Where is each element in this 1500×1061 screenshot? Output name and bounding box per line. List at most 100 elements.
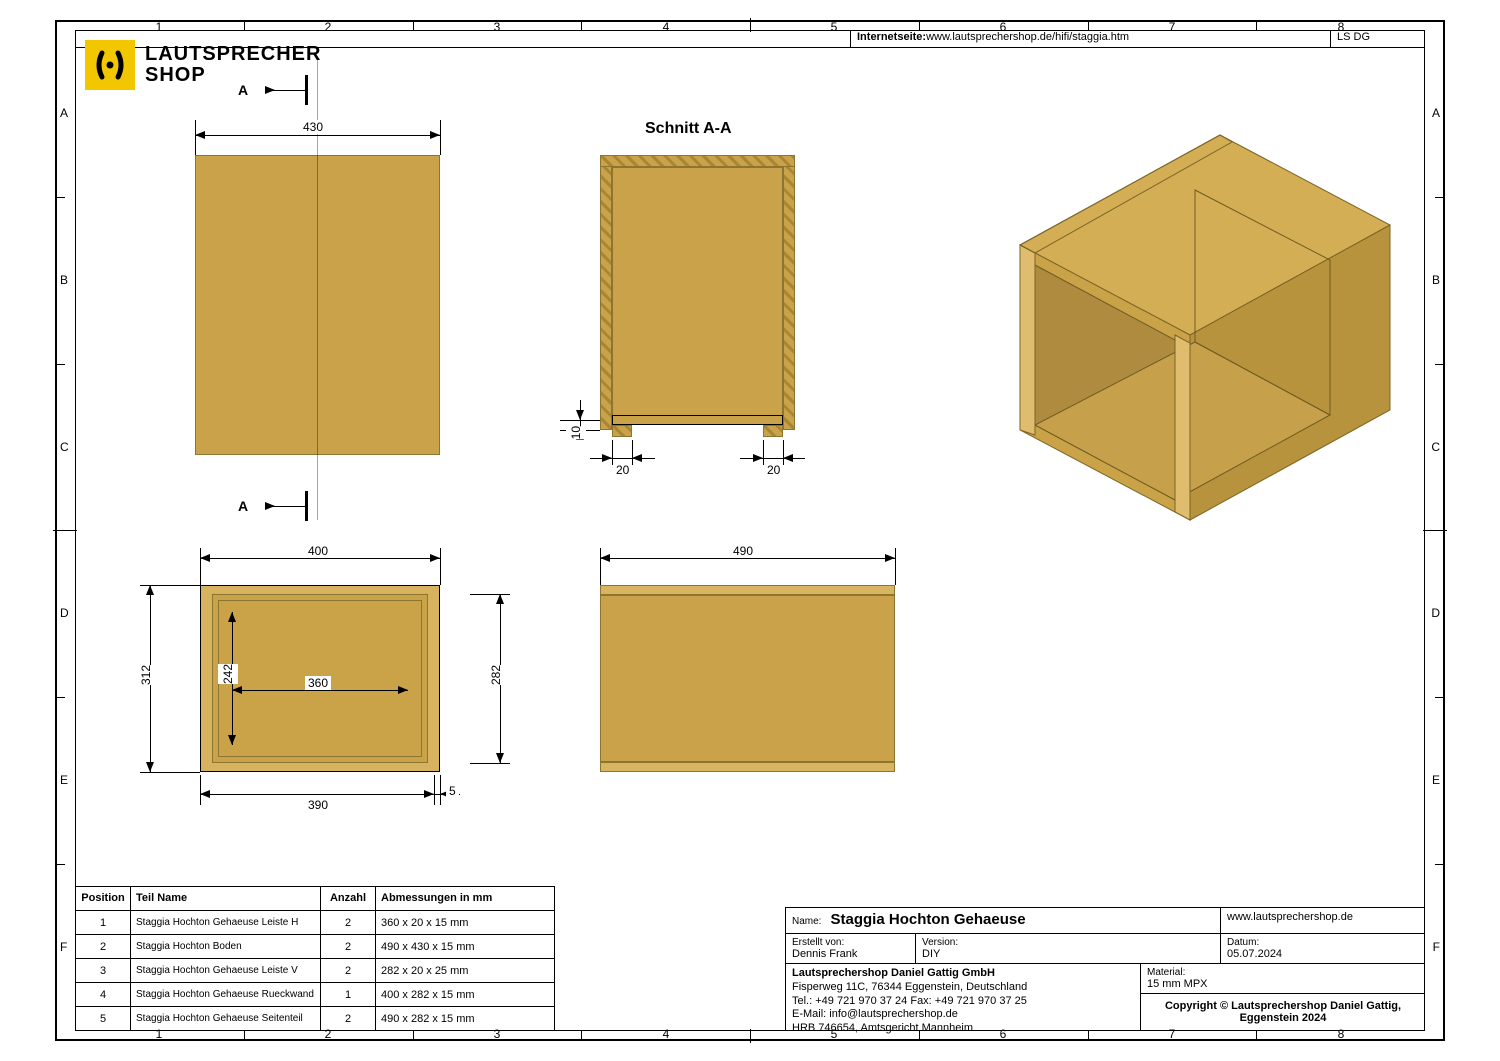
section-ledge-line [612,415,783,425]
title-block: Name: Staggia Hochton Gehaeuse www.lauts… [785,907,1425,1031]
bom-cell: 282 x 20 x 25 mm [376,959,555,983]
logo-line2: SHOP [145,65,321,86]
bom-h-qty: Anzahl [321,887,376,911]
col-label: 1 [149,20,169,34]
drawing-sheet: Internetseite:www.lautsprechershop.de/hi… [0,0,1500,1061]
section-bracket [763,425,783,437]
col-label: 7 [1162,20,1182,34]
bom-cell: 5 [76,1007,131,1031]
bom-row: 1Staggia Hochton Gehaeuse Leiste H2360 x… [76,911,555,935]
isometric-view [910,80,1400,550]
dim-5: 5 [446,784,459,798]
col-label: 8 [1331,20,1351,34]
bom-h-dim: Abmessungen in mm [376,887,555,911]
tb-erstellt: Dennis Frank [792,948,909,960]
tb-erstellt-lbl: Erstellt von: [792,937,909,948]
dim-242: 242 [218,664,238,684]
dim-312: 312 [136,665,156,685]
bom-cell: Staggia Hochton Gehaeuse Seitenteil [131,1007,321,1031]
bom-cell: 490 x 282 x 15 mm [376,1007,555,1031]
tb-hrb: HRB 746654, Amtsgericht Mannheim [792,1022,1134,1036]
section-wall [600,155,795,167]
tb-datum: 05.07.2024 [1227,948,1419,960]
logo-text: LAUTSPRECHER SHOP [145,44,321,86]
tb-name-lbl: Name: [792,916,821,927]
bom-row: 4Staggia Hochton Gehaeuse Rueckwand1400 … [76,983,555,1007]
col-label: 3 [487,20,507,34]
dim-10: 10 [566,426,586,439]
dim-360: 360 [305,676,331,690]
bom-cell: 4 [76,983,131,1007]
col-label: 6 [993,20,1013,34]
internetseite-label: Internetseite: [857,31,926,43]
bom-cell: 1 [321,983,376,1007]
bom-cell: 3 [76,959,131,983]
bom-cell: 2 [321,1007,376,1031]
bom-cell: 2 [321,959,376,983]
bom-cell: 2 [76,935,131,959]
logo-line1: LAUTSPRECHER [145,44,321,65]
bom-cell: Staggia Hochton Gehaeuse Rueckwand [131,983,321,1007]
tb-company: Lautsprechershop Daniel Gattig GmbH [792,967,1134,981]
tb-addr: Fisperweg 11C, 76344 Eggenstein, Deutsch… [792,981,1134,995]
tb-datum-lbl: Datum: [1227,937,1419,948]
bom-cell: 2 [321,935,376,959]
row-label: B [1432,273,1440,287]
section-marker-label: A [238,82,248,98]
row-label: E [60,773,68,787]
side-panel [600,595,895,762]
tb-name: Staggia Hochton Gehaeuse [831,911,1026,928]
bom-h-name: Teil Name [131,887,321,911]
bom-cell: Staggia Hochton Gehaeuse Leiste H [131,911,321,935]
tb-version: DIY [922,948,1214,960]
row-label: A [1432,106,1440,120]
tb-copyright: Copyright © Lautsprechershop Daniel Gatt… [1141,994,1425,1030]
section-bracket [612,425,632,437]
row-label: B [60,273,68,287]
section-wall [600,155,612,430]
bom-cell: Staggia Hochton Gehaeuse Leiste V [131,959,321,983]
bom-row: 2Staggia Hochton Boden2490 x 430 x 15 mm [76,935,555,959]
dim-490: 490 [730,544,756,558]
dim-390: 390 [305,798,331,812]
col-label: 5 [824,20,844,34]
col-label: 4 [656,20,676,34]
row-label: E [1432,773,1440,787]
internetseite-url: www.lautsprechershop.de/hifi/staggia.htm [926,31,1129,43]
dim-20a: 20 [613,463,632,477]
logo-badge-icon [85,40,135,90]
bom-cell: Staggia Hochton Boden [131,935,321,959]
bom-cell: 1 [76,911,131,935]
bom-header-row: Position Teil Name Anzahl Abmessungen in… [76,887,555,911]
tb-url: www.lautsprechershop.de [1220,908,1425,933]
row-label: F [1433,940,1440,954]
tb-mail: E-Mail: info@lautsprechershop.de [792,1008,1134,1022]
row-label: C [60,440,69,454]
tb-material-lbl: Material: [1147,967,1419,978]
section-marker-label: A [238,498,248,514]
tb-version-lbl: Version: [922,937,1214,948]
tb-material: 15 mm MPX [1147,978,1419,990]
side-bottom-strip [600,762,895,772]
dim-20b: 20 [764,463,783,477]
dim-282: 282 [486,665,506,685]
bom-row: 3Staggia Hochton Gehaeuse Leiste V2282 x… [76,959,555,983]
row-label: D [1431,606,1440,620]
row-label: A [60,106,68,120]
side-top-strip [600,585,895,595]
row-label: F [60,940,67,954]
row-label: D [60,606,69,620]
bom-cell: 400 x 282 x 15 mm [376,983,555,1007]
dim-400: 400 [305,544,331,558]
col-label: 2 [318,20,338,34]
bom-cell: 490 x 430 x 15 mm [376,935,555,959]
section-title: Schnitt A-A [645,120,732,138]
row-label: C [1431,440,1440,454]
col-label: 4 [656,1027,676,1041]
bom-cell: 2 [321,911,376,935]
bom-h-pos: Position [76,887,131,911]
tb-tel: Tel.: +49 721 970 37 24 Fax: +49 721 970… [792,995,1134,1009]
dim-430: 430 [300,120,326,134]
bom-row: 5Staggia Hochton Gehaeuse Seitenteil2490… [76,1007,555,1031]
internetseite-cell: Internetseite:www.lautsprechershop.de/hi… [850,30,1330,48]
